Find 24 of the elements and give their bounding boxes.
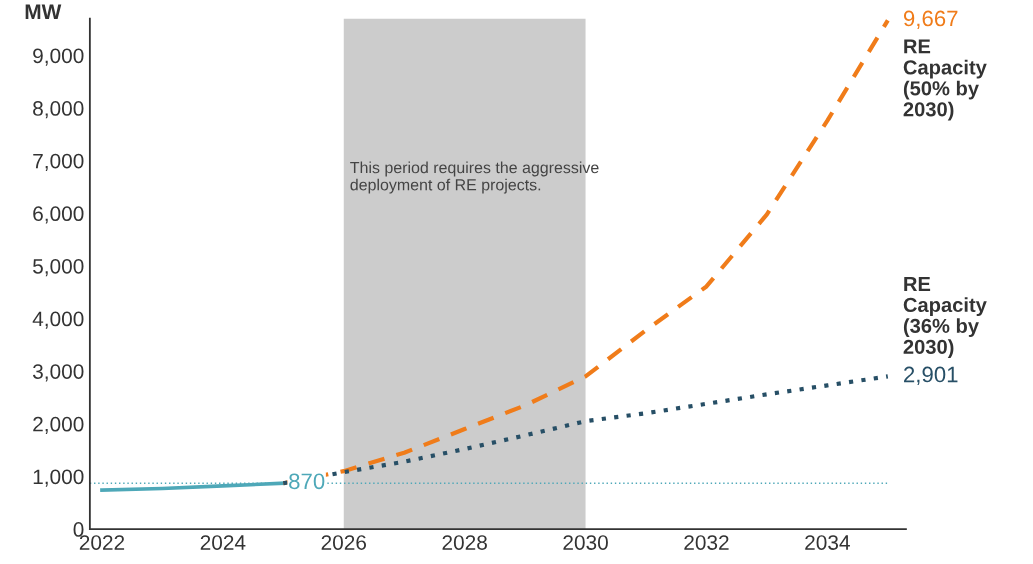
x-tick-label: 2026 — [321, 535, 367, 550]
y-tick-label: 7,000 — [33, 153, 84, 171]
series-label: RE Capacity (36% by 2030) — [903, 277, 987, 358]
y-tick-label: 1,000 — [33, 469, 84, 487]
x-tick-label: 2028 — [442, 535, 487, 550]
x-tick-label: 2030 — [563, 535, 608, 550]
y-tick-label: 6,000 — [33, 206, 84, 224]
x-tick-label: 2034 — [805, 535, 850, 550]
series-label: RE Capacity (50% by 2030) — [903, 39, 987, 121]
data-label: 2,901 — [904, 366, 958, 385]
x-tick-label: 2032 — [684, 535, 729, 550]
x-tick-label: 2024 — [200, 535, 246, 550]
y-tick-label: 3,000 — [32, 364, 84, 382]
y-tick-label: 0 — [73, 522, 84, 537]
data-label: 9,667 — [903, 10, 958, 29]
x-tick-label: 2022 — [79, 535, 125, 550]
band-label: This period requires the aggressive deployment of RE projects. — [350, 161, 599, 194]
y-tick-label: 8,000 — [33, 101, 84, 119]
y-axis-title: MW — [25, 4, 62, 19]
y-tick-label: 4,000 — [32, 311, 84, 329]
y-tick-label: 5,000 — [33, 258, 84, 277]
y-tick-label: 2,000 — [33, 416, 84, 435]
y-tick-label: 9,000 — [33, 48, 84, 66]
data-label: 870 — [289, 473, 325, 490]
